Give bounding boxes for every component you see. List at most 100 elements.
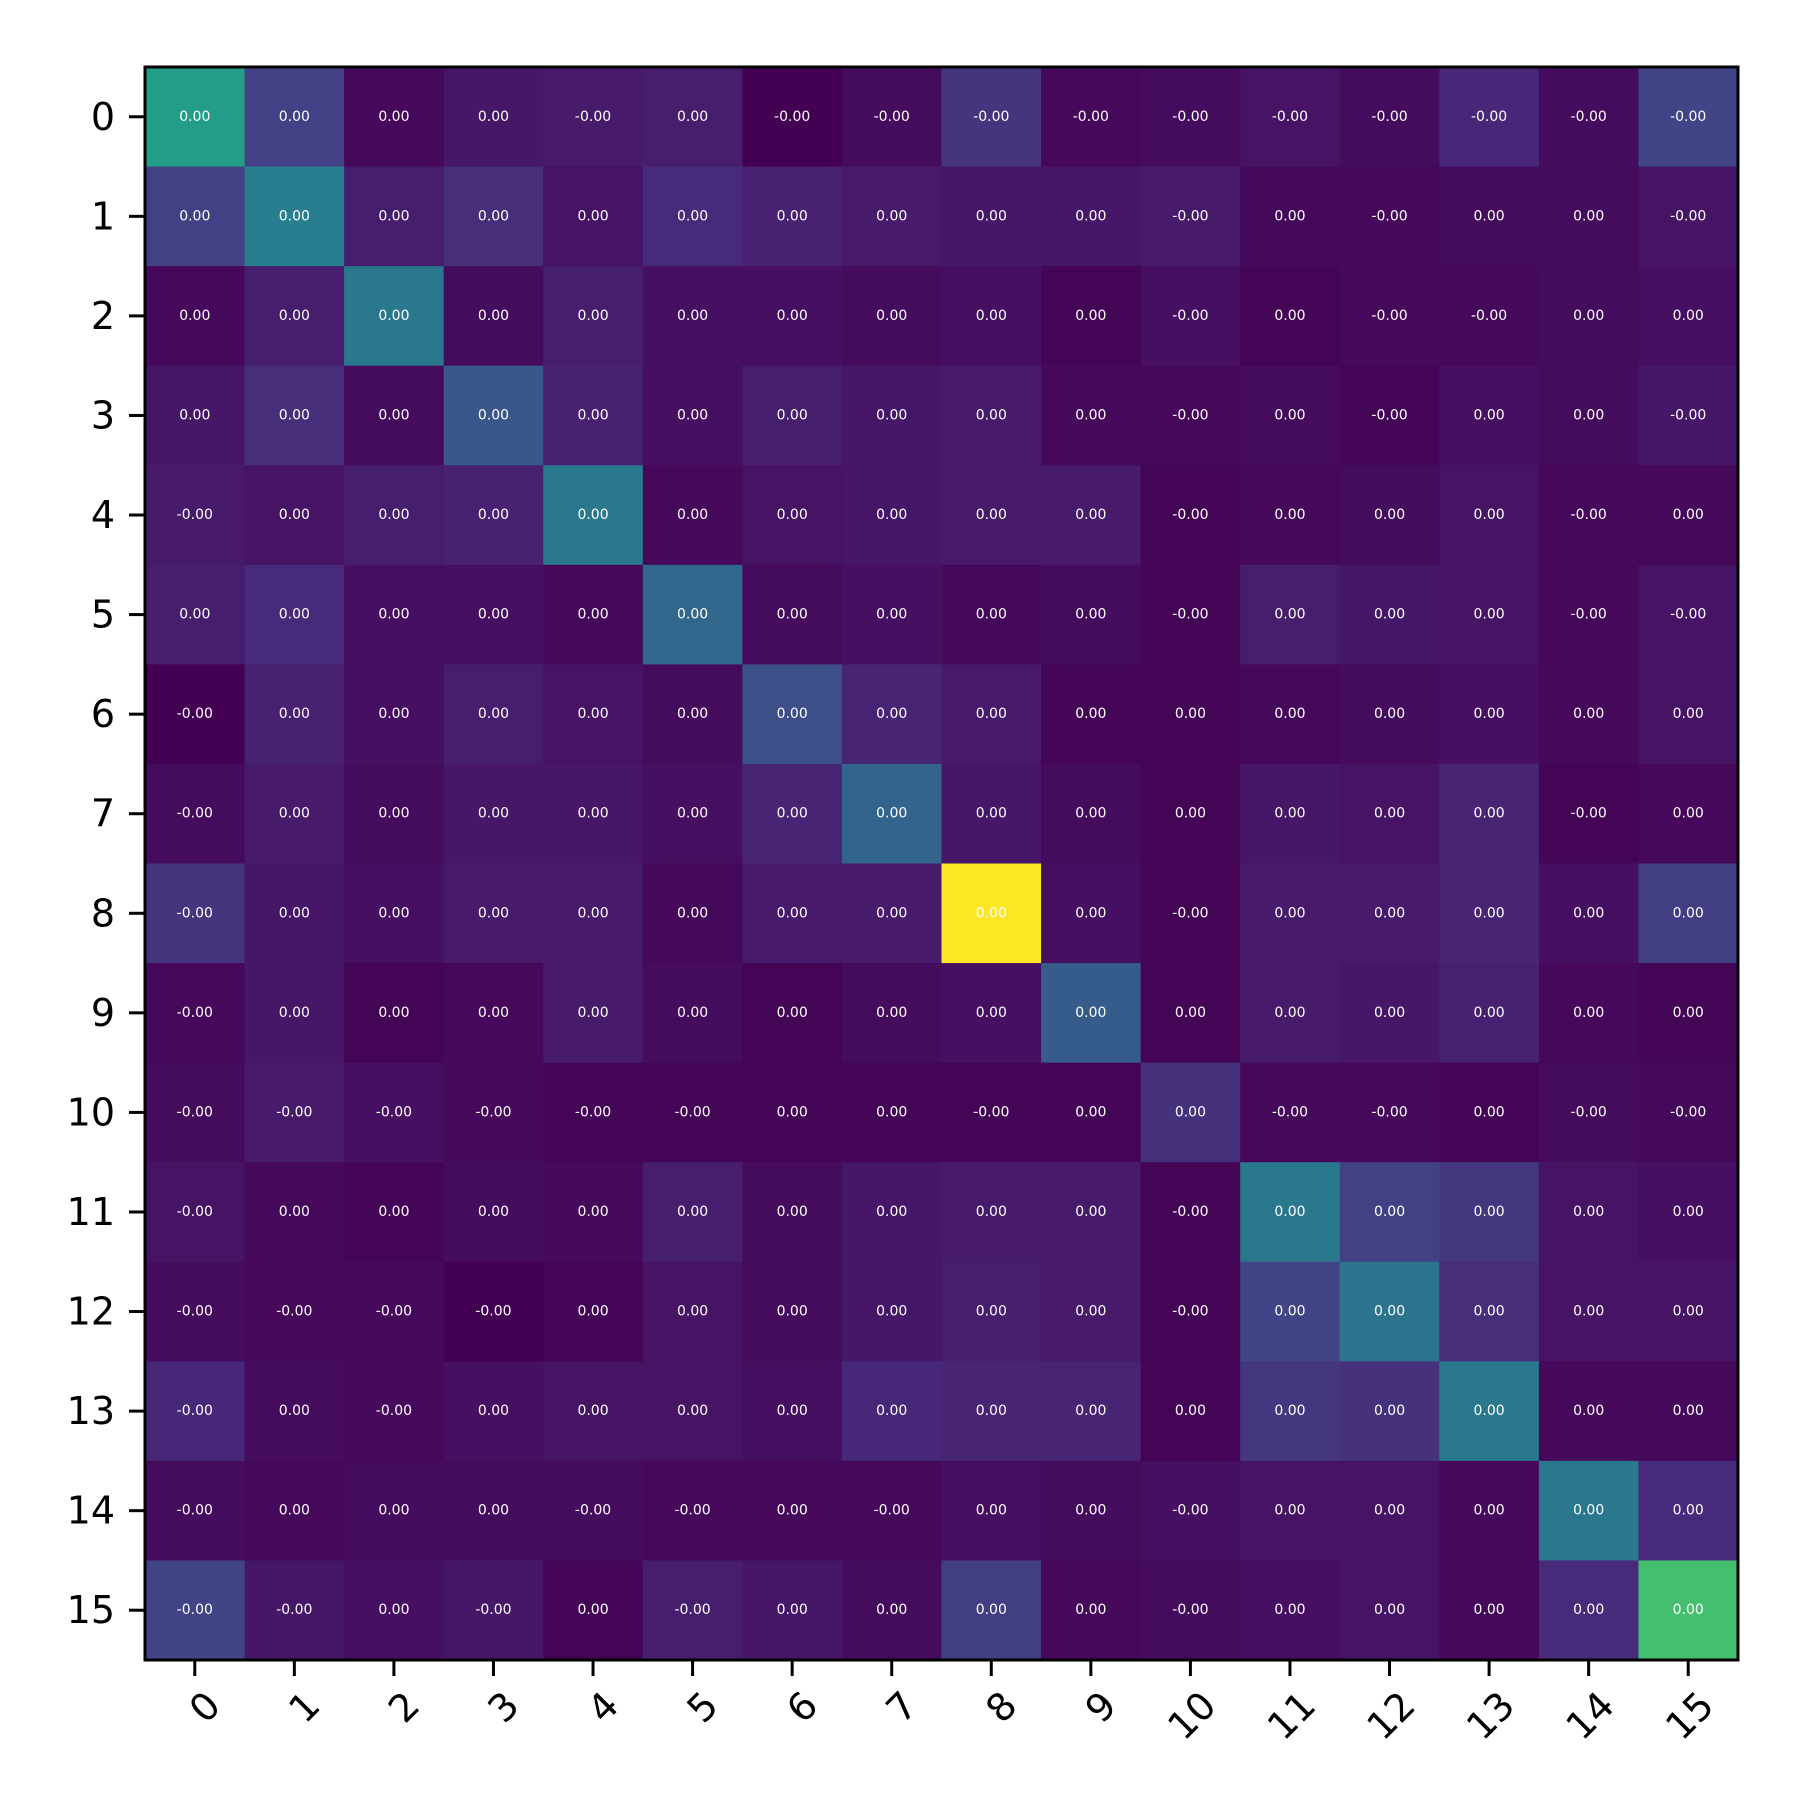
cell-value-label: -0.00 bbox=[376, 1304, 412, 1320]
heatmap-cell bbox=[1339, 365, 1440, 466]
cell-value-label: 0.00 bbox=[1274, 1503, 1305, 1519]
heatmap-cell bbox=[642, 963, 743, 1064]
heatmap-cell bbox=[1140, 1261, 1241, 1362]
cell-value-label: 0.00 bbox=[1673, 1005, 1704, 1021]
cell-value-label: 0.00 bbox=[179, 407, 210, 423]
cell-value-label: 0.00 bbox=[1673, 1503, 1704, 1519]
cell-value-label: 0.00 bbox=[677, 208, 708, 224]
heatmap-cell bbox=[145, 1162, 246, 1263]
cell-value-label: -0.00 bbox=[1571, 806, 1607, 822]
cell-value-label: 0.00 bbox=[1474, 1104, 1505, 1120]
cell-value-label: 0.00 bbox=[876, 407, 907, 423]
cell-value-label: -0.00 bbox=[1172, 1304, 1208, 1320]
heatmap-cell bbox=[1439, 166, 1540, 267]
cell-value-label: -0.00 bbox=[1371, 308, 1407, 324]
heatmap-cell bbox=[1041, 664, 1142, 765]
cell-value-label: -0.00 bbox=[1172, 1602, 1208, 1618]
heatmap-cell bbox=[1339, 465, 1440, 566]
heatmap-cell bbox=[642, 1460, 743, 1562]
heatmap-cell bbox=[642, 863, 743, 964]
cell-value-label: 0.00 bbox=[378, 905, 409, 921]
cell-value-label: 0.00 bbox=[1474, 1304, 1505, 1320]
cell-value-label: 0.00 bbox=[876, 806, 907, 822]
cell-value-label: 0.00 bbox=[677, 1204, 708, 1220]
heatmap-cell bbox=[1041, 1361, 1142, 1462]
cell-value-label: -0.00 bbox=[177, 1403, 213, 1419]
heatmap-cell bbox=[443, 564, 544, 665]
cell-value-label: 0.00 bbox=[1573, 1503, 1604, 1519]
heatmap-cell bbox=[642, 266, 743, 367]
heatmap-cell bbox=[145, 1460, 246, 1562]
x-tick-label: 6 bbox=[778, 1683, 826, 1731]
cell-value-label: -0.00 bbox=[674, 1503, 710, 1519]
cell-value-label: 0.00 bbox=[976, 1602, 1007, 1618]
heatmap-cell bbox=[344, 465, 445, 566]
cell-value-label: 0.00 bbox=[1075, 407, 1106, 423]
heatmap-cell bbox=[1240, 465, 1341, 566]
heatmap-cell bbox=[145, 266, 246, 367]
heatmap-cell bbox=[443, 266, 544, 367]
heatmap-cell bbox=[145, 465, 246, 566]
heatmap-cell bbox=[841, 1560, 943, 1661]
heatmap-cell bbox=[1140, 266, 1241, 367]
heatmap-cell bbox=[344, 1162, 445, 1263]
heatmap-cell bbox=[244, 1261, 345, 1362]
cell-value-label: 0.00 bbox=[1274, 1304, 1305, 1320]
cell-value-label: -0.00 bbox=[1172, 905, 1208, 921]
cell-value-label: 0.00 bbox=[1274, 208, 1305, 224]
heatmap-cell bbox=[1538, 1560, 1640, 1661]
heatmap-cell bbox=[1041, 365, 1142, 466]
heatmap-cell bbox=[1439, 863, 1540, 964]
heatmap-cell bbox=[642, 664, 743, 765]
cell-value-label: 0.00 bbox=[1573, 706, 1604, 722]
cell-value-label: 0.00 bbox=[179, 308, 210, 324]
heatmap-cell bbox=[244, 1361, 345, 1462]
cell-value-label: -0.00 bbox=[177, 1005, 213, 1021]
heatmap-cell bbox=[244, 166, 345, 267]
heatmap-cell bbox=[742, 863, 843, 964]
cell-value-label: 0.00 bbox=[577, 1602, 608, 1618]
cell-value-label: 0.00 bbox=[876, 1403, 907, 1419]
heatmap-cell bbox=[1339, 1560, 1440, 1661]
heatmap-cell bbox=[941, 1162, 1042, 1263]
heatmap-cell bbox=[543, 1261, 644, 1362]
cell-value-label: 0.00 bbox=[677, 1403, 708, 1419]
cell-value-label: 0.00 bbox=[1075, 1005, 1106, 1021]
heatmap-cell bbox=[1140, 1062, 1241, 1163]
cell-value-label: 0.00 bbox=[1075, 1602, 1106, 1618]
cell-value-label: 0.00 bbox=[1175, 1403, 1206, 1419]
cell-value-label: 0.00 bbox=[279, 507, 310, 523]
heatmap-cell bbox=[1439, 465, 1540, 566]
heatmap-cell bbox=[1240, 1460, 1341, 1562]
cell-value-label: 0.00 bbox=[976, 407, 1007, 423]
heatmap-cell bbox=[841, 863, 943, 964]
heatmap-cell bbox=[1339, 564, 1440, 665]
heatmap-cell bbox=[841, 1162, 943, 1263]
heatmap-cell bbox=[941, 1460, 1042, 1562]
cell-value-label: 0.00 bbox=[777, 706, 808, 722]
cell-value-label: 0.00 bbox=[876, 208, 907, 224]
cell-value-label: -0.00 bbox=[1272, 109, 1308, 125]
y-tick-label: 4 bbox=[91, 493, 115, 537]
cell-value-label: 0.00 bbox=[876, 507, 907, 523]
cell-value-label: 0.00 bbox=[1573, 308, 1604, 324]
heatmap-cell bbox=[543, 1460, 644, 1562]
cell-value-label: 0.00 bbox=[577, 1304, 608, 1320]
cell-value-label: 0.00 bbox=[577, 1005, 608, 1021]
cell-value-label: 0.00 bbox=[677, 607, 708, 623]
heatmap-cell bbox=[1638, 1062, 1739, 1163]
cell-value-label: 0.00 bbox=[976, 706, 1007, 722]
x-tick-label: 10 bbox=[1159, 1683, 1224, 1748]
heatmap-cell bbox=[1538, 1162, 1640, 1263]
cell-value-label: 0.00 bbox=[777, 407, 808, 423]
cell-value-label: 0.00 bbox=[976, 1005, 1007, 1021]
cell-value-label: 0.00 bbox=[1075, 208, 1106, 224]
heatmap-cell bbox=[742, 365, 843, 466]
cell-value-label: 0.00 bbox=[777, 1304, 808, 1320]
heatmap-cell bbox=[145, 1062, 246, 1163]
heatmap-cell bbox=[1041, 1062, 1142, 1163]
heatmap-cell bbox=[1240, 664, 1341, 765]
cell-value-label: 0.00 bbox=[677, 905, 708, 921]
heatmap-cell bbox=[841, 763, 943, 865]
